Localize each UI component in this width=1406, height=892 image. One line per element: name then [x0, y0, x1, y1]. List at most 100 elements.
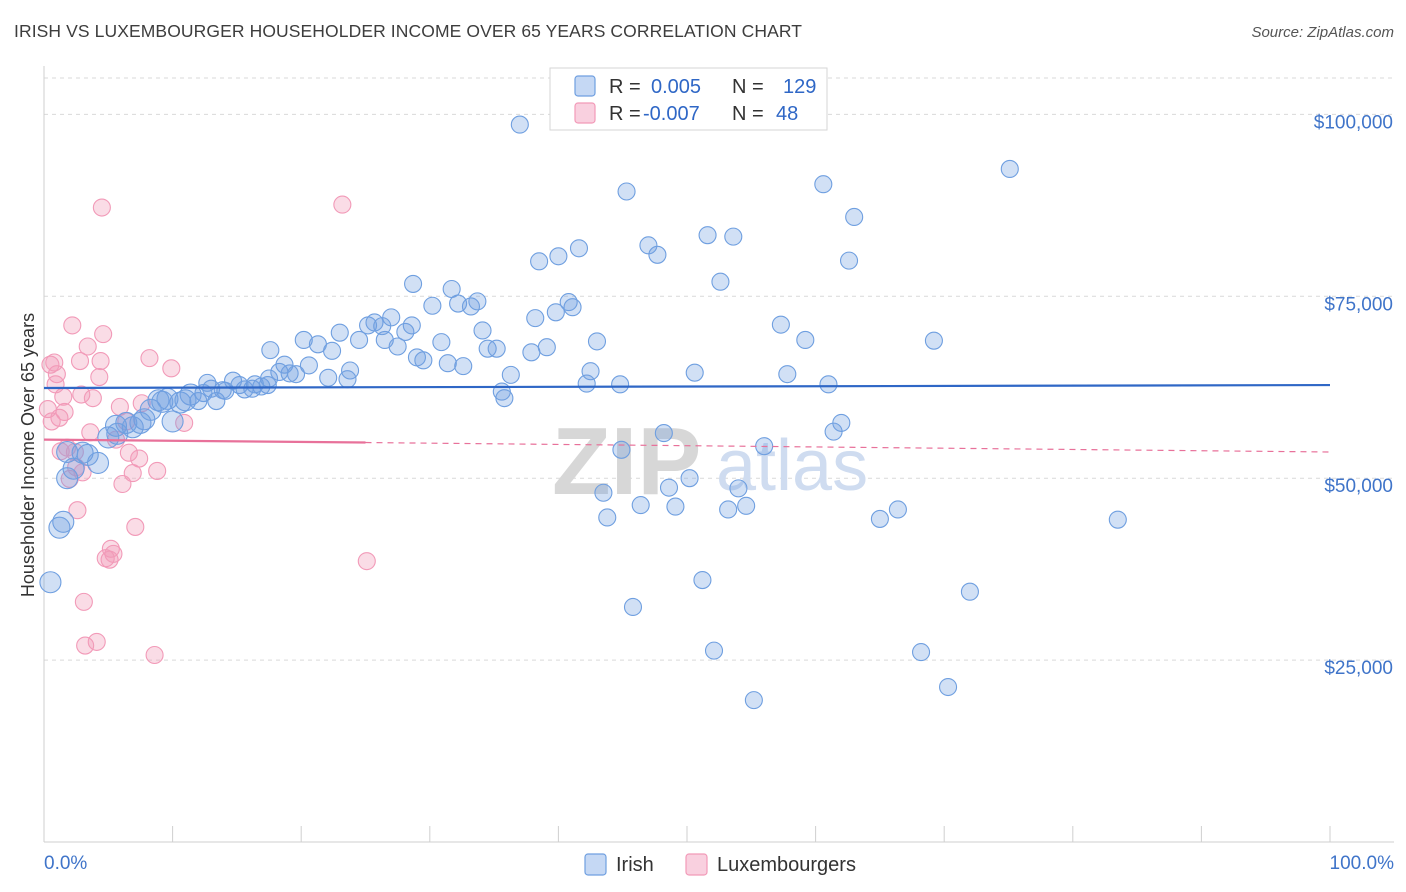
y-tick-label: $25,000: [1324, 658, 1393, 679]
luxembourgers-point: [132, 394, 151, 413]
irish-point: [48, 516, 71, 539]
stats-lux-swatch: [574, 102, 596, 124]
luxembourgers-point: [47, 365, 66, 384]
y-tick-label: $50,000: [1324, 476, 1393, 497]
stats-irish-swatch: [574, 75, 596, 97]
luxembourgers-point: [55, 402, 74, 422]
grid-lines: [44, 77, 1394, 661]
irish-point: [454, 357, 473, 376]
irish-point: [530, 252, 549, 271]
legend-irish-label: Irish: [616, 854, 654, 876]
irish-point: [939, 677, 958, 697]
irish-point: [280, 364, 299, 383]
irish-point: [796, 330, 815, 349]
luxembourgers-point: [91, 351, 110, 371]
irish-point: [473, 321, 492, 340]
luxembourgers-point: [90, 368, 109, 387]
legend-lux-swatch: [685, 853, 708, 876]
irish-point: [594, 483, 613, 502]
x-tick-label-min: 0.0%: [44, 853, 87, 874]
stats-lux-r-value: -0.007: [643, 103, 700, 125]
luxembourgers-point: [78, 337, 97, 356]
watermark-zip: ZIP: [552, 408, 701, 515]
irish-point: [139, 398, 162, 421]
luxembourgers-point: [119, 443, 138, 462]
luxembourgers-point: [130, 449, 149, 468]
luxembourgers-point: [63, 316, 82, 335]
irish-point: [737, 496, 756, 515]
irish-point: [611, 375, 630, 394]
irish-point: [121, 416, 144, 439]
luxembourgers-point: [70, 351, 90, 371]
irish-point: [423, 296, 442, 315]
irish-point: [648, 245, 667, 264]
chart-source: Source: ZipAtlas.com: [1251, 24, 1394, 41]
luxembourgers-point: [87, 632, 106, 651]
irish-point: [778, 365, 797, 384]
irish-point: [549, 247, 568, 266]
irish-point: [330, 323, 349, 342]
irish-point: [396, 322, 415, 341]
irish-trend-line: [43, 383, 1331, 390]
irish-point: [294, 330, 313, 349]
y-axis-label: Householder Income Over 65 years: [18, 313, 38, 597]
irish-point: [258, 376, 277, 395]
irish-point: [666, 497, 685, 516]
irish-point: [382, 308, 401, 327]
luxembourgers-points: [38, 195, 376, 665]
irish-point: [612, 440, 631, 459]
chart-title: IRISH VS LUXEMBOURGER HOUSEHOLDER INCOME…: [14, 21, 803, 41]
watermark-atlas: atlas: [716, 426, 868, 506]
legend-irish-swatch: [584, 853, 607, 876]
irish-point: [711, 272, 730, 291]
irish-point: [97, 426, 120, 449]
luxembourgers-point: [50, 408, 69, 427]
irish-point: [698, 226, 717, 245]
luxembourgers-point: [175, 413, 194, 432]
luxembourgers-trend-line-dashed: [365, 441, 1331, 453]
irish-point: [724, 227, 743, 246]
irish-point: [319, 368, 338, 387]
irish-point: [704, 641, 724, 660]
luxembourgers-point: [148, 461, 167, 480]
luxembourgers-point: [104, 544, 123, 563]
axes: [43, 66, 1394, 843]
irish-point: [819, 375, 838, 394]
irish-point: [685, 363, 704, 382]
irish-point: [587, 332, 607, 351]
irish-point: [654, 424, 673, 443]
stats-irish-n-value: 129: [783, 76, 816, 98]
luxembourgers-point: [68, 501, 87, 520]
stats-lux-r-label: R =: [609, 103, 641, 125]
irish-point: [912, 643, 931, 662]
irish-point: [719, 500, 738, 519]
irish-point: [323, 341, 342, 360]
stats-irish-r-value: 0.005: [651, 76, 701, 98]
luxembourgers-point: [72, 385, 91, 404]
irish-point: [526, 309, 545, 328]
luxembourgers-point: [101, 539, 120, 558]
irish-point: [495, 389, 514, 408]
irish-point: [468, 292, 487, 311]
irish-point: [537, 338, 556, 357]
stats-lux-n-value: 48: [776, 103, 798, 125]
irish-point: [39, 571, 62, 594]
irish-point: [888, 500, 907, 519]
luxembourgers-point: [74, 592, 93, 611]
irish-point: [639, 236, 658, 255]
irish-point: [287, 365, 306, 384]
irish-point: [161, 410, 184, 433]
luxembourgers-point: [145, 645, 164, 665]
irish-point: [839, 251, 859, 270]
irish-point: [1000, 159, 1019, 179]
stats-legend: R = 0.005 N = 129 R = -0.007 N = 48: [549, 67, 828, 131]
series-legend: Irish Luxembourgers: [584, 853, 856, 876]
irish-point: [924, 331, 943, 350]
luxembourgers-point: [162, 359, 181, 378]
luxembourgers-point: [54, 387, 73, 406]
irish-point: [617, 182, 636, 201]
irish-point: [960, 582, 979, 601]
luxembourgers-point: [76, 636, 95, 655]
irish-point: [432, 333, 451, 352]
